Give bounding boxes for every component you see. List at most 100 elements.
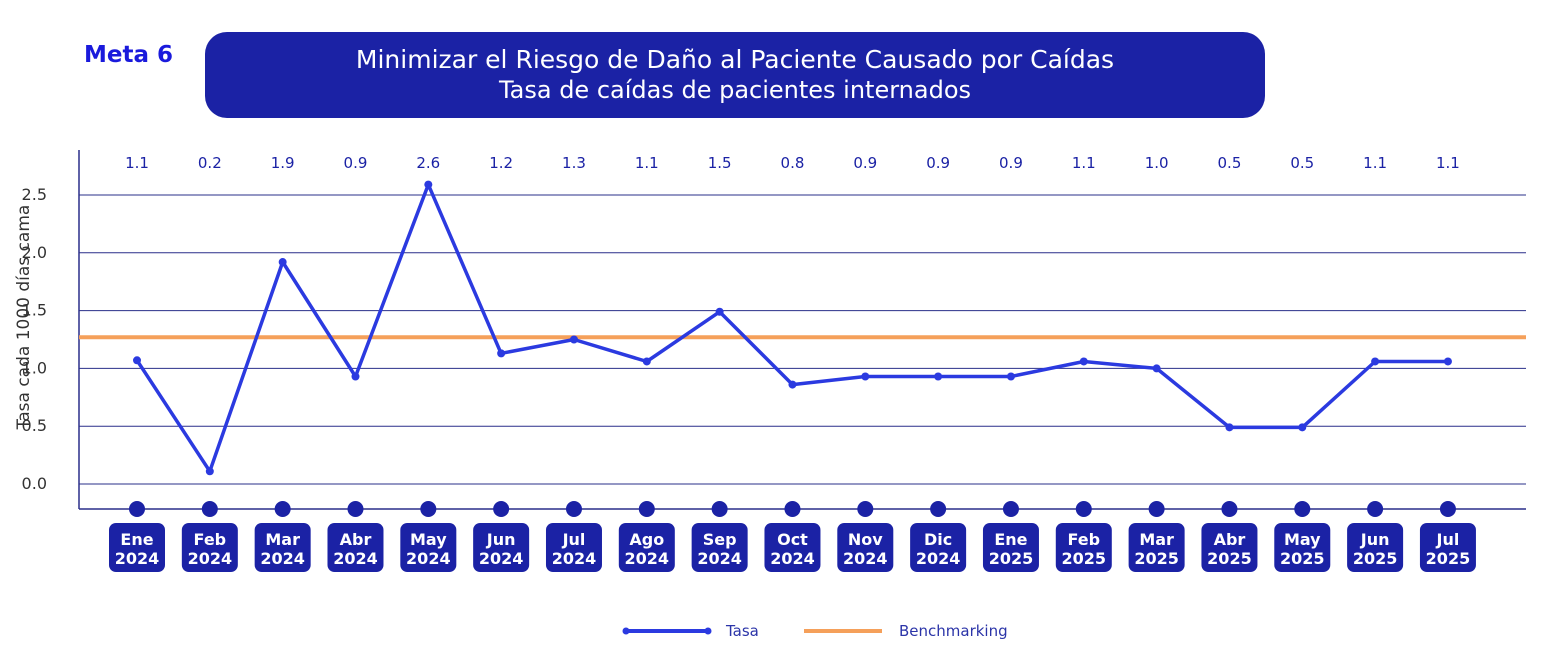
x-tick-label-year: 2025	[1353, 549, 1398, 568]
data-label: 0.8	[781, 154, 805, 172]
x-tick-label-month: Mar	[1139, 530, 1174, 549]
x-tick-marker	[493, 501, 510, 517]
data-point	[205, 467, 214, 476]
month-box	[1419, 523, 1476, 572]
month-box	[181, 523, 238, 572]
data-label: 0.2	[198, 154, 222, 172]
data-point	[278, 258, 287, 267]
x-tick-label-year: 2025	[1207, 549, 1252, 568]
data-label: 0.5	[1290, 154, 1314, 172]
month-box	[400, 523, 457, 572]
data-point	[424, 180, 433, 189]
data-label: 1.3	[562, 154, 586, 172]
data-point	[788, 380, 797, 389]
x-tick-label-year: 2024	[770, 549, 815, 568]
x-tick-marker	[711, 501, 728, 517]
x-tick-label-month: Oct	[777, 530, 808, 549]
x-tick-label-year: 2025	[1426, 549, 1471, 568]
month-box	[1201, 523, 1258, 572]
x-tick-marker	[274, 501, 291, 517]
x-tick-label-month: Jun	[486, 530, 516, 549]
x-tick-marker	[1002, 501, 1019, 517]
x-tick-marker	[201, 501, 218, 517]
month-box	[1055, 523, 1112, 572]
data-point	[1298, 423, 1307, 432]
data-label: 1.1	[1363, 154, 1387, 172]
x-tick-marker	[1439, 501, 1456, 517]
legend-item-tasa: Tasa	[622, 618, 759, 644]
chart-subtitle: Tasa de caídas de pacientes internados	[498, 76, 972, 104]
x-tick-marker	[1221, 501, 1238, 517]
x-tick-label-year: 2025	[1280, 549, 1325, 568]
x-tick-label-year: 2024	[625, 549, 670, 568]
month-box	[109, 523, 165, 572]
legend-label-tasa: Tasa	[726, 622, 759, 640]
x-tick-marker	[857, 501, 874, 517]
x-tick-marker	[1294, 501, 1311, 517]
x-tick-label-month: Jun	[1360, 530, 1390, 549]
data-label: 0.9	[344, 154, 368, 172]
data-label: 1.2	[489, 154, 513, 172]
x-tick-label-year: 2024	[115, 549, 160, 568]
data-label: 1.0	[1145, 154, 1169, 172]
x-tick-label-month: Abr	[1214, 530, 1246, 549]
x-tick-label-month: Sep	[703, 530, 737, 549]
x-tick-marker	[1367, 501, 1384, 517]
month-box	[327, 523, 384, 572]
y-axis-label: Tasa cada 1000 días cama	[14, 205, 34, 431]
x-tick-label-month: Dic	[924, 530, 952, 549]
data-point	[1371, 357, 1380, 366]
legend-swatch-tasa	[622, 627, 712, 635]
month-box	[1274, 523, 1331, 572]
x-tick-label-year: 2024	[188, 549, 233, 568]
title-banner: Minimizar el Riesgo de Daño al Paciente …	[205, 32, 1265, 118]
month-box	[837, 523, 894, 572]
x-tick-label-year: 2024	[843, 549, 888, 568]
data-label: 0.9	[999, 154, 1023, 172]
y-tick-label: 0.5	[22, 416, 47, 435]
data-point	[497, 349, 506, 358]
x-tick-label-year: 2024	[916, 549, 961, 568]
series-line-tasa	[135, 182, 1448, 474]
x-tick-label-year: 2024	[260, 549, 305, 568]
x-tick-label-year: 2024	[406, 549, 451, 568]
x-tick-label-month: Jul	[1436, 530, 1460, 549]
x-tick-label-year: 2025	[989, 549, 1034, 568]
data-point	[861, 372, 870, 381]
x-tick-marker	[347, 501, 364, 517]
y-tick-label: 2.5	[22, 185, 47, 204]
x-tick-label-year: 2024	[697, 549, 742, 568]
y-tick-label: 1.0	[22, 358, 47, 377]
data-point	[1225, 423, 1234, 432]
data-label: 1.1	[125, 154, 149, 172]
legend-item-benchmarking: Benchmarking	[804, 618, 1008, 644]
data-point	[1443, 357, 1452, 366]
x-tick-marker	[784, 501, 801, 517]
data-point	[934, 372, 943, 381]
month-box	[910, 523, 967, 572]
x-tick-marker	[1148, 501, 1165, 517]
data-point	[1079, 357, 1088, 366]
x-tick-label-month: May	[410, 530, 447, 549]
data-point	[1006, 372, 1015, 381]
x-tick-marker	[930, 501, 947, 517]
month-box	[764, 523, 821, 572]
y-tick-label: 1.5	[22, 301, 47, 320]
data-point	[569, 335, 578, 344]
x-tick-label-month: Jul	[562, 530, 586, 549]
x-tick-label-month: Ene	[120, 530, 153, 549]
x-tick-label-month: Mar	[265, 530, 300, 549]
data-label: 0.9	[853, 154, 877, 172]
data-label: 1.1	[635, 154, 659, 172]
data-point	[715, 307, 724, 316]
x-tick-label-month: Feb	[1067, 530, 1100, 549]
data-point	[642, 357, 651, 366]
x-tick-marker	[420, 501, 437, 517]
x-tick-label-month: Nov	[848, 530, 883, 549]
x-tick-marker	[129, 501, 145, 517]
x-tick-label-year: 2024	[479, 549, 524, 568]
data-label: 1.5	[708, 154, 732, 172]
data-label: 2.6	[416, 154, 440, 172]
month-box	[691, 523, 748, 572]
